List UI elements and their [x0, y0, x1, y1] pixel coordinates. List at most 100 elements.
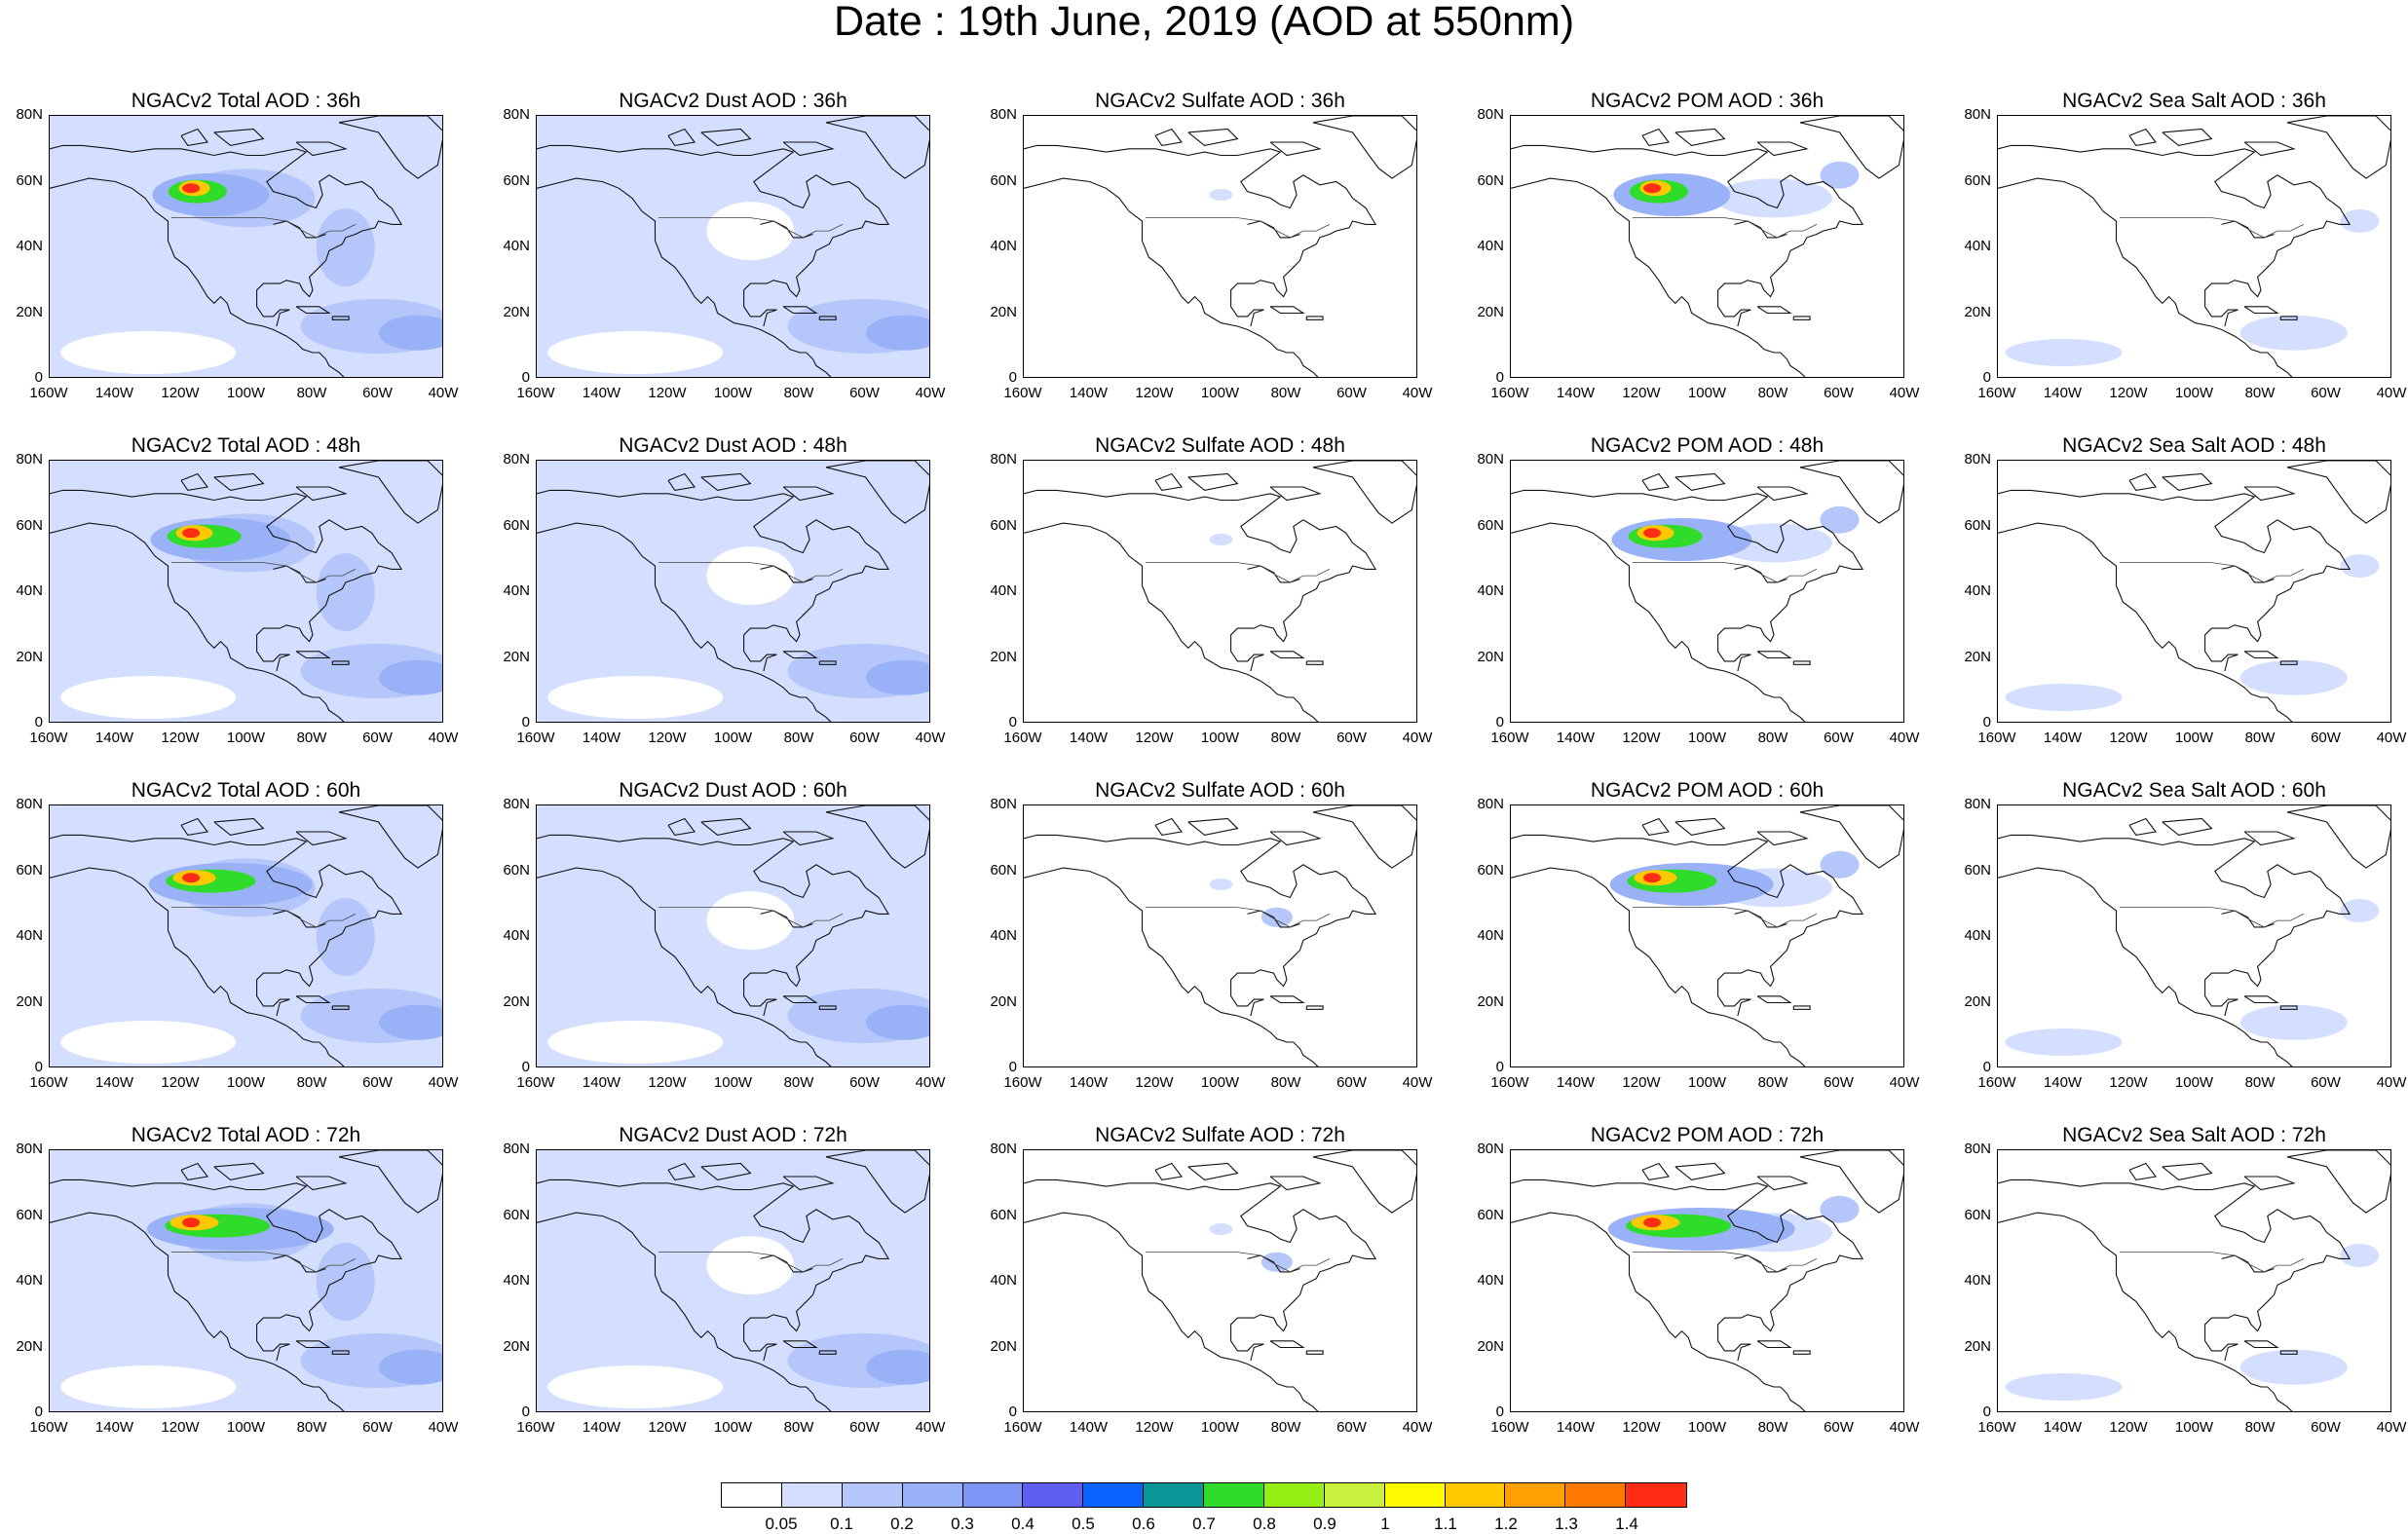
x-tick-label: 140W [582, 730, 621, 746]
coastline [2162, 1162, 2213, 1180]
x-tick-label: 40W [2376, 385, 2407, 401]
y-tick-label: 20N [16, 303, 43, 320]
map-frame [49, 1149, 443, 1412]
aod-region [379, 1004, 442, 1040]
coastline [1312, 116, 1416, 179]
y-tick-label: 20N [16, 992, 43, 1010]
x-tick-label: 40W [1402, 730, 1433, 746]
coastline [1511, 1212, 1806, 1411]
coastline [331, 316, 350, 320]
x-tick-label: 60W [1336, 1419, 1367, 1436]
coastline [782, 306, 818, 315]
coastline [1998, 1212, 2293, 1411]
smoke-plume-core [1643, 873, 1662, 883]
y-tick-label: 0 [34, 369, 43, 386]
coastline [1756, 486, 1809, 502]
x-tick-label: 60W [849, 730, 880, 746]
x-tick-label: 140W [94, 1074, 134, 1091]
coastline [2286, 1150, 2390, 1214]
coastline [295, 651, 331, 659]
x-tick-label: 100W [713, 1074, 753, 1091]
coastline [338, 116, 442, 179]
panel-title: NGACv2 Sea Salt AOD : 60h [2062, 779, 2326, 802]
y-tick-label: 20N [1477, 1337, 1504, 1355]
x-tick-label: 60W [362, 385, 393, 401]
coastline [2162, 472, 2213, 491]
y-tick-label: 80N [1964, 451, 1991, 468]
x-tick-label: 160W [516, 1074, 555, 1091]
coastline [818, 1005, 837, 1010]
map-frame [1023, 1149, 1417, 1412]
coastline [1756, 1176, 1809, 1191]
coastline [1154, 1162, 1183, 1181]
panel-title: NGACv2 Sulfate AOD : 72h [1095, 1124, 1345, 1146]
y-tick-label: 40N [990, 238, 1017, 254]
x-tick-label: 140W [2043, 1419, 2083, 1436]
coastline [2128, 817, 2157, 837]
country-border [170, 907, 357, 928]
y-tick-label: 0 [521, 369, 530, 386]
x-tick-label: 40W [428, 1074, 459, 1091]
coastline [1024, 144, 1377, 327]
x-tick-label: 140W [1069, 1074, 1109, 1091]
aod-region [1715, 178, 1832, 218]
country-border [1145, 562, 1331, 583]
panel-title: NGACv2 Sulfate AOD : 48h [1095, 434, 1345, 457]
x-tick-label: 120W [648, 385, 687, 401]
x-tick-label: 120W [648, 1419, 687, 1436]
y-tick-label: 60N [503, 861, 530, 879]
y-tick-label: 60N [1964, 171, 1991, 189]
coastline [2279, 660, 2298, 665]
country-border [658, 562, 844, 583]
y-tick-label: 40N [16, 1272, 43, 1289]
y-tick-label: 60N [16, 861, 43, 879]
coastline [50, 177, 345, 377]
x-tick-label: 160W [1977, 385, 2016, 401]
x-tick-label: 160W [516, 1419, 555, 1436]
coastline [1511, 489, 1864, 672]
coastline [1269, 1176, 1322, 1191]
y-tick-label: 60N [16, 1206, 43, 1223]
x-tick-label: 80W [1757, 1074, 1788, 1091]
country-border [170, 217, 357, 239]
coastline [537, 1212, 832, 1411]
aod-region [1209, 534, 1233, 545]
coastline [331, 660, 350, 665]
colorbar-swatch [842, 1483, 903, 1507]
coastline [2243, 651, 2279, 659]
coastline [667, 128, 696, 147]
coastline [818, 660, 837, 665]
smoke-plume-core [182, 183, 201, 194]
colorbar-label: 1.1 [1434, 1515, 1457, 1533]
coastline [1511, 834, 1864, 1017]
map-frame [49, 115, 443, 378]
map-svg [50, 116, 442, 377]
panel-title: NGACv2 Sulfate AOD : 36h [1095, 90, 1345, 112]
x-tick-label: 60W [1336, 1074, 1367, 1091]
colorbar-swatch [1505, 1483, 1566, 1507]
y-tick-label: 80N [503, 1141, 530, 1157]
coastline [50, 489, 403, 672]
coastline [213, 128, 265, 146]
panel-title: NGACv2 Dust AOD : 48h [619, 434, 847, 457]
y-tick-label: 80N [16, 796, 43, 812]
map-frame [1023, 804, 1417, 1067]
y-tick-label: 20N [503, 303, 530, 320]
y-tick-label: 40N [16, 927, 43, 944]
x-tick-label: 100W [226, 385, 266, 401]
y-tick-label: 60N [1477, 861, 1504, 879]
x-tick-label: 40W [1889, 730, 1920, 746]
coastline [1024, 867, 1319, 1066]
x-tick-label: 40W [1889, 1074, 1920, 1091]
coastline [1269, 995, 1305, 1004]
coastline [700, 128, 752, 146]
x-tick-label: 80W [1270, 385, 1301, 401]
y-tick-label: 0 [1495, 714, 1504, 730]
x-tick-label: 80W [783, 1419, 814, 1436]
clean-air-region [60, 331, 237, 374]
y-tick-label: 60N [990, 861, 1017, 879]
coastline [1511, 867, 1806, 1066]
map-frame [536, 1149, 930, 1412]
x-tick-label: 80W [2244, 730, 2276, 746]
x-tick-label: 140W [1556, 730, 1596, 746]
